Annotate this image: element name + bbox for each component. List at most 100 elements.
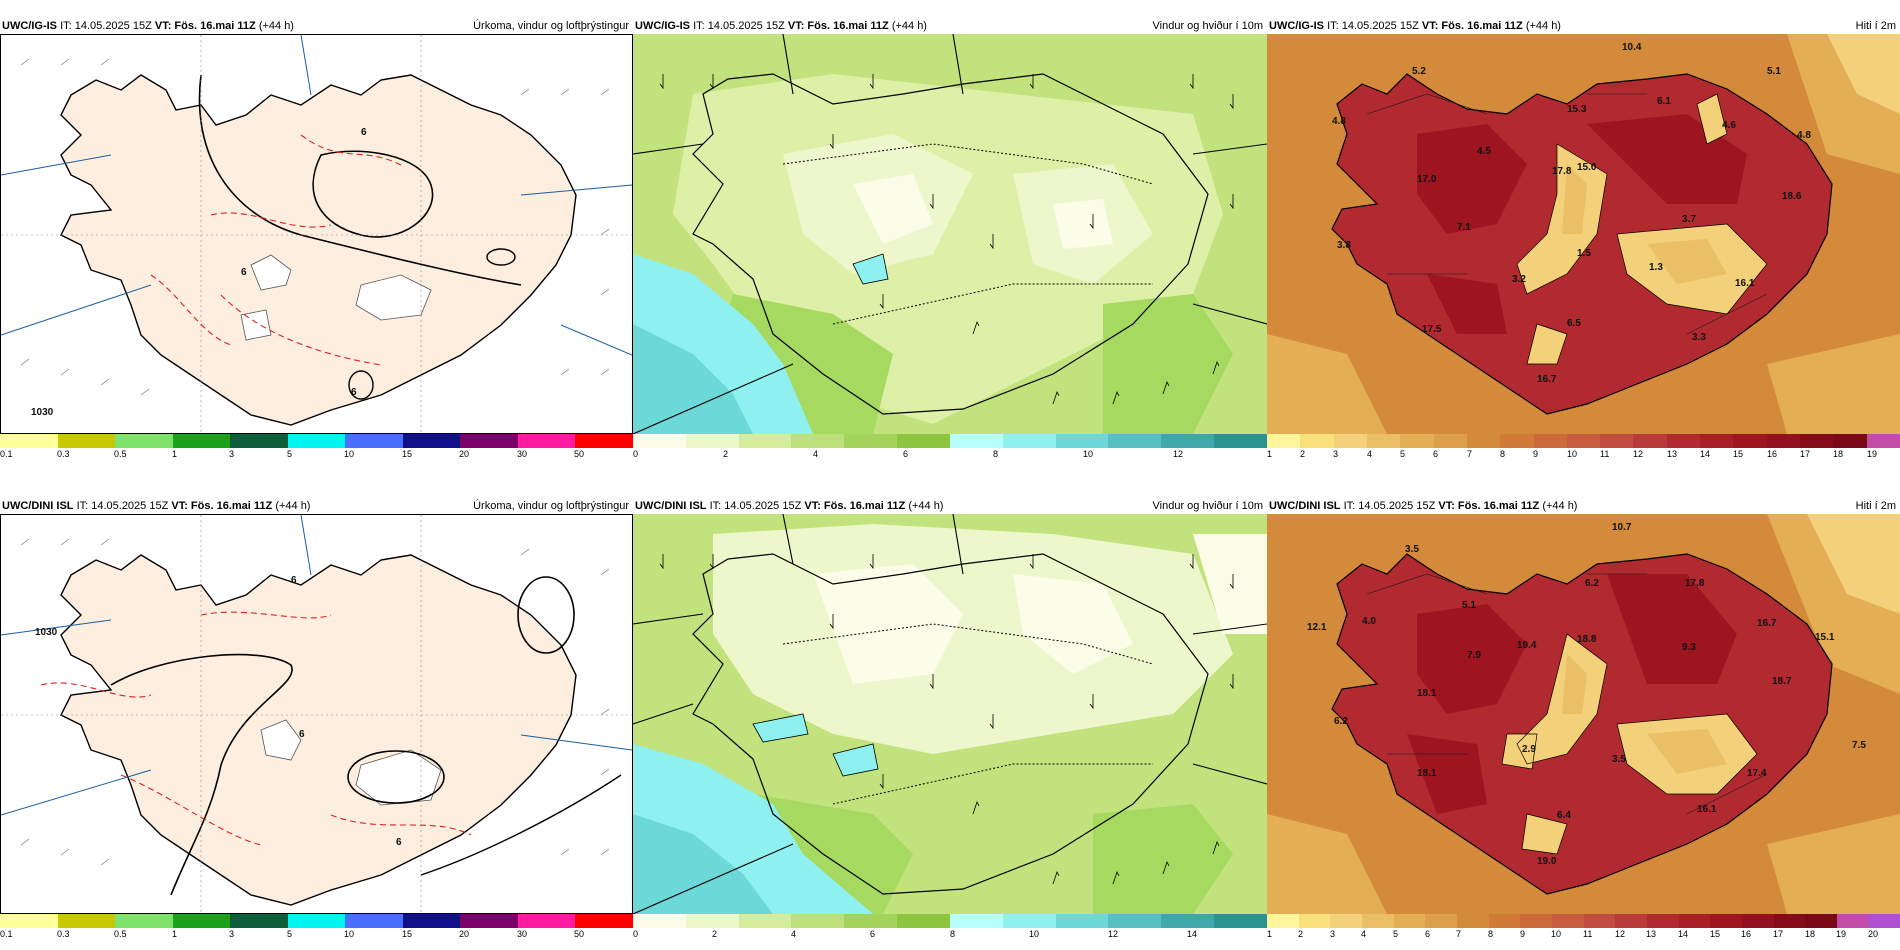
temp-map-svg: 10.4 5.2 5.1 4.8 15.3 6.1 4.6 4.8 4.5 17… (1267, 34, 1900, 434)
wind-map (633, 34, 1267, 434)
iceland-land (60, 74, 577, 426)
precip-colorbar-ticks: 0.1 0.3 0.5 1 3 5 10 15 20 30 50 (0, 449, 585, 459)
temp-label: 6.2 (1334, 716, 1348, 727)
panel-precip-dini: UWC/DINI ISL IT: 14.05.2025 15Z VT: Fös.… (0, 498, 634, 943)
temp-label: 19.0 (1537, 856, 1557, 867)
temp-colorbar (1267, 434, 1900, 448)
red-contour-label: 6 (241, 267, 247, 278)
temp-label: 16.7 (1537, 374, 1557, 385)
temp-label: 16.1 (1735, 278, 1755, 289)
lead-time: (+44 h) (908, 500, 944, 512)
temp-label: 15.3 (1567, 104, 1587, 115)
temp-label: 7.9 (1467, 650, 1481, 661)
panel-header: UWC/IG-IS IT: 14.05.2025 15Z VT: Fös. 16… (2, 20, 629, 32)
temp-label: 10.4 (1622, 42, 1642, 53)
valid-time: Fös. 16.mai 11Z (807, 20, 889, 32)
temp-label: 4.8 (1797, 130, 1811, 141)
temp-label: 16.7 (1757, 618, 1777, 629)
panel-header: UWC/DINI ISL IT: 14.05.2025 15Z VT: Fös.… (2, 500, 629, 512)
temp-label: 3.8 (1337, 240, 1351, 251)
red-contour-label: 6 (351, 387, 357, 398)
valid-time: Fös. 16.mai 11Z (823, 500, 906, 512)
lead-time: (+44 h) (1525, 20, 1561, 32)
temp-label: 18.6 (1782, 191, 1802, 202)
temp-label: 3.7 (1682, 214, 1696, 225)
wind-map-svg (633, 34, 1267, 434)
isobar-label: 1030 (31, 407, 54, 418)
temp-label: 6.4 (1557, 810, 1571, 821)
model-name: UWC/IG-IS (1269, 20, 1324, 32)
temp-map-svg: 10.7 3.5 5.1 6.2 17.8 12.1 4.0 16.7 15.1… (1267, 514, 1900, 914)
red-contour-label: 6 (396, 837, 402, 848)
temp-label: 5.2 (1412, 66, 1426, 77)
iceland-land (60, 554, 577, 906)
panel-title: Úrkoma, vindur og loftþrýstingur (473, 500, 629, 512)
panel-title: Hiti í 2m (1855, 20, 1896, 32)
model-name: UWC/DINI ISL (635, 500, 707, 512)
panel-title: Vindur og hviður í 10m (1152, 20, 1263, 32)
temp-colorbar-ticks: 1 2 3 4 5 6 7 8 9 10 11 12 13 14 15 16 1… (1267, 449, 1878, 459)
wind-colorbar-ticks: 0 2 4 6 8 10 12 (633, 449, 1184, 459)
valid-time: Fös. 16.mai 11Z (174, 20, 256, 32)
temp-label: 17.5 (1422, 324, 1442, 335)
temp-label: 6.1 (1657, 96, 1671, 107)
temp-label: 19.4 (1517, 640, 1537, 651)
temp-label: 4.0 (1362, 616, 1376, 627)
isobar-label: 1030 (35, 627, 58, 638)
panel-header: UWC/DINI ISL IT: 14.05.2025 15Z VT: Fös.… (1269, 500, 1896, 512)
panel-wind-dini: UWC/DINI ISL IT: 14.05.2025 15Z VT: Fös.… (633, 498, 1267, 943)
panel-temp-dini: UWC/DINI ISL IT: 14.05.2025 15Z VT: Fös.… (1267, 498, 1900, 943)
init-time: IT: 14.05.2025 15Z (693, 20, 785, 32)
temp-map: 10.4 5.2 5.1 4.8 15.3 6.1 4.6 4.8 4.5 17… (1267, 34, 1900, 434)
lead-time: (+44 h) (258, 20, 294, 32)
panel-temp-igis: UWC/IG-IS IT: 14.05.2025 15Z VT: Fös. 16… (1267, 18, 1900, 463)
temp-label: 3.2 (1512, 274, 1526, 285)
precip-colorbar (0, 434, 634, 448)
temp-label: 5.1 (1767, 66, 1781, 77)
temp-label: 3.5 (1405, 544, 1419, 555)
init-time: IT: 14.05.2025 15Z (1343, 500, 1436, 512)
panel-title: Úrkoma, vindur og loftþrýstingur (473, 20, 629, 32)
temp-label: 2.9 (1522, 744, 1536, 755)
lead-time: (+44 h) (275, 500, 311, 512)
temp-label: 15.1 (1815, 632, 1835, 643)
temp-label: 6.5 (1567, 318, 1581, 329)
panel-header: UWC/IG-IS IT: 14.05.2025 15Z VT: Fös. 16… (635, 20, 1263, 32)
panel-title: Vindur og hviður í 10m (1152, 500, 1263, 512)
init-time: IT: 14.05.2025 15Z (60, 20, 152, 32)
temp-label: 10.7 (1612, 522, 1632, 533)
precip-map-svg: 1030 6 6 6 (1, 35, 632, 433)
panel-header: UWC/IG-IS IT: 14.05.2025 15Z VT: Fös. 16… (1269, 20, 1896, 32)
red-contour-label: 6 (299, 729, 305, 740)
model-name: UWC/DINI ISL (2, 500, 74, 512)
temp-label: 3.5 (1612, 754, 1626, 765)
temp-label: 6.2 (1585, 578, 1599, 589)
temp-label: 18.7 (1772, 676, 1792, 687)
init-time: IT: 14.05.2025 15Z (1327, 20, 1419, 32)
temp-label: 18.1 (1417, 768, 1437, 779)
wind-map (633, 514, 1267, 914)
panel-precip-igis: UWC/IG-IS IT: 14.05.2025 15Z VT: Fös. 16… (0, 18, 634, 463)
init-time: IT: 14.05.2025 15Z (709, 500, 802, 512)
temp-colorbar-ticks: 1 2 3 4 5 6 7 8 9 10 11 12 13 14 15 16 1… (1267, 929, 1879, 939)
precip-map-svg: 1030 6 6 6 (1, 515, 632, 913)
temp-label: 17.4 (1747, 768, 1767, 779)
temp-label: 4.8 (1332, 116, 1346, 127)
valid-time: Fös. 16.mai 11Z (1441, 20, 1523, 32)
wind-colorbar (633, 434, 1267, 448)
panel-header: UWC/DINI ISL IT: 14.05.2025 15Z VT: Fös.… (635, 500, 1263, 512)
temp-label: 4.5 (1477, 146, 1491, 157)
temp-label: 17.0 (1417, 174, 1437, 185)
wind-map-svg (633, 514, 1267, 914)
temp-label: 4.6 (1722, 120, 1736, 131)
panel-title: Hiti í 2m (1855, 500, 1896, 512)
temp-label: 1.3 (1649, 262, 1663, 273)
temp-label: 17.8 (1552, 166, 1572, 177)
temp-colorbar (1267, 914, 1900, 928)
temp-label: 9.3 (1682, 642, 1696, 653)
init-time: IT: 14.05.2025 15Z (76, 500, 169, 512)
red-contour-label: 6 (291, 575, 297, 586)
lead-time: (+44 h) (1542, 500, 1578, 512)
wind-colorbar (633, 914, 1267, 928)
temp-label: 17.8 (1685, 578, 1705, 589)
